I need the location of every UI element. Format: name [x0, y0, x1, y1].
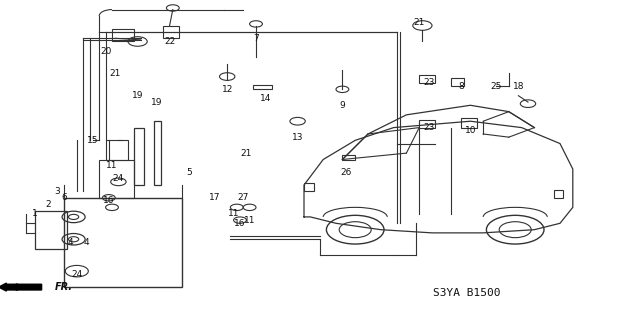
Text: 3: 3	[55, 187, 60, 196]
Bar	[419, 75, 435, 83]
Bar	[99, 160, 134, 198]
Text: 19: 19	[151, 98, 163, 107]
Bar	[253, 85, 272, 89]
Text: 14: 14	[260, 94, 271, 103]
Text: 18: 18	[513, 82, 524, 91]
Bar	[419, 120, 435, 128]
Bar	[134, 128, 144, 185]
Text: 12: 12	[221, 85, 233, 94]
Text: 4: 4	[68, 238, 73, 247]
Bar	[112, 29, 134, 41]
Bar	[554, 190, 563, 198]
Bar	[35, 211, 67, 249]
Text: 20: 20	[100, 47, 111, 56]
Text: 21: 21	[109, 69, 121, 78]
Text: 26: 26	[340, 168, 351, 177]
Text: 19: 19	[132, 91, 143, 100]
Bar	[154, 121, 161, 185]
Text: FR.: FR.	[54, 282, 72, 292]
Bar	[304, 183, 314, 191]
Text: 21: 21	[413, 18, 425, 27]
Text: 23: 23	[423, 123, 435, 132]
Text: 25: 25	[490, 82, 502, 91]
FancyArrow shape	[0, 283, 42, 291]
Bar	[461, 118, 477, 128]
Text: 8: 8	[458, 82, 463, 91]
Text: 7: 7	[253, 34, 259, 43]
Text: 6: 6	[61, 193, 67, 202]
Text: 15: 15	[87, 136, 99, 145]
Bar	[451, 78, 464, 86]
Text: 11: 11	[228, 209, 239, 218]
Text: 22: 22	[164, 37, 175, 46]
Bar	[64, 198, 182, 287]
Text: 16: 16	[103, 197, 115, 205]
Text: 11: 11	[106, 161, 118, 170]
Bar	[163, 26, 179, 38]
Text: 10: 10	[465, 126, 476, 135]
Text: 17: 17	[209, 193, 220, 202]
Text: S3YA B1500: S3YA B1500	[433, 288, 501, 299]
Text: 5: 5	[186, 168, 191, 177]
Text: 16: 16	[234, 219, 246, 228]
Text: 23: 23	[423, 78, 435, 87]
Text: 13: 13	[292, 133, 303, 142]
Text: 24: 24	[71, 270, 83, 279]
Text: 21: 21	[241, 149, 252, 158]
Bar	[106, 140, 128, 160]
Bar	[342, 155, 355, 160]
Text: 2: 2	[45, 200, 51, 209]
Text: 11: 11	[244, 216, 255, 225]
Text: 9: 9	[340, 101, 345, 110]
Text: 24: 24	[113, 174, 124, 183]
Text: 27: 27	[237, 193, 249, 202]
Text: 1: 1	[33, 209, 38, 218]
Text: 4: 4	[84, 238, 89, 247]
